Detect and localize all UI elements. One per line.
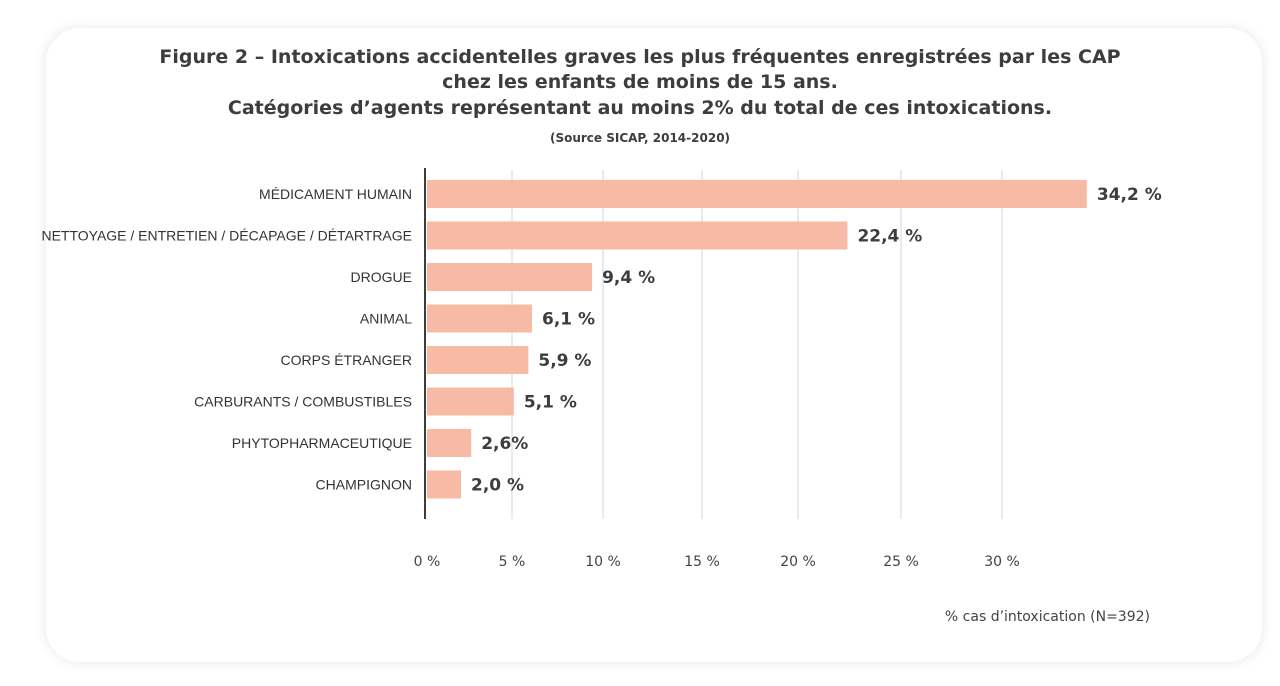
- category-labels: MÉDICAMENT HUMAIN NETTOYAGE / ENTRETIEN /…: [41, 186, 412, 493]
- category-label: NETTOYAGE / ENTRETIEN / DÉCAPAGE / DÉTAR…: [41, 228, 412, 244]
- category-label: DROGUE: [351, 269, 412, 285]
- x-tick-label: 10 %: [585, 554, 621, 570]
- chart-title-line-2: chez les enfants de moins de 15 ans.: [442, 71, 838, 93]
- chart-source: (Source SICAP, 2014-2020): [549, 131, 731, 145]
- bar: [427, 304, 533, 333]
- value-label: 2,0 %: [471, 476, 524, 496]
- bar: [427, 221, 848, 250]
- value-label: 22,4 %: [857, 227, 922, 247]
- category-label: CARBURANTS / COMBUSTIBLES: [194, 394, 412, 410]
- chart-card: [46, 28, 1262, 662]
- chart-subtitle: Catégories d’agents représentant au moin…: [227, 97, 1053, 119]
- x-tick-label: 15 %: [684, 554, 720, 570]
- x-tick-label: 5 %: [499, 554, 526, 570]
- x-axis-title: % cas d’intoxication (N=392): [945, 609, 1150, 625]
- x-tick-label: 0 %: [414, 554, 441, 570]
- category-label: CHAMPIGNON: [316, 477, 412, 493]
- value-label: 34,2 %: [1097, 185, 1162, 205]
- category-label: MÉDICAMENT HUMAIN: [259, 186, 412, 202]
- bar: [427, 263, 593, 291]
- value-label: 5,9 %: [538, 351, 591, 371]
- x-tick-label: 25 %: [883, 554, 919, 570]
- category-label: CORPS ÉTRANGER: [281, 352, 412, 368]
- value-label: 6,1 %: [542, 310, 595, 330]
- bar: [427, 346, 529, 374]
- value-label: 2,6%: [481, 434, 528, 454]
- bar: [427, 180, 1087, 208]
- value-label: 5,1 %: [524, 393, 577, 413]
- value-label: 9,4 %: [602, 268, 655, 288]
- x-tick-label: 30 %: [984, 554, 1020, 570]
- x-tick-labels: 0 % 5 % 10 % 15 % 20 % 25 % 30 %: [414, 554, 1020, 570]
- category-label: PHYTOPHARMACEUTIQUE: [232, 435, 412, 451]
- bar: [427, 470, 461, 499]
- bar: [427, 429, 472, 457]
- bars: [427, 180, 1087, 499]
- x-tick-label: 20 %: [780, 554, 816, 570]
- category-label: ANIMAL: [360, 311, 412, 327]
- bar: [427, 387, 514, 416]
- chart-title: Figure 2 – Intoxications accidentelles g…: [159, 46, 1121, 68]
- value-labels: 34,2 % 22,4 % 9,4 % 6,1 % 5,9 % 5,1 % 2,6% 2,0 …: [471, 185, 1162, 496]
